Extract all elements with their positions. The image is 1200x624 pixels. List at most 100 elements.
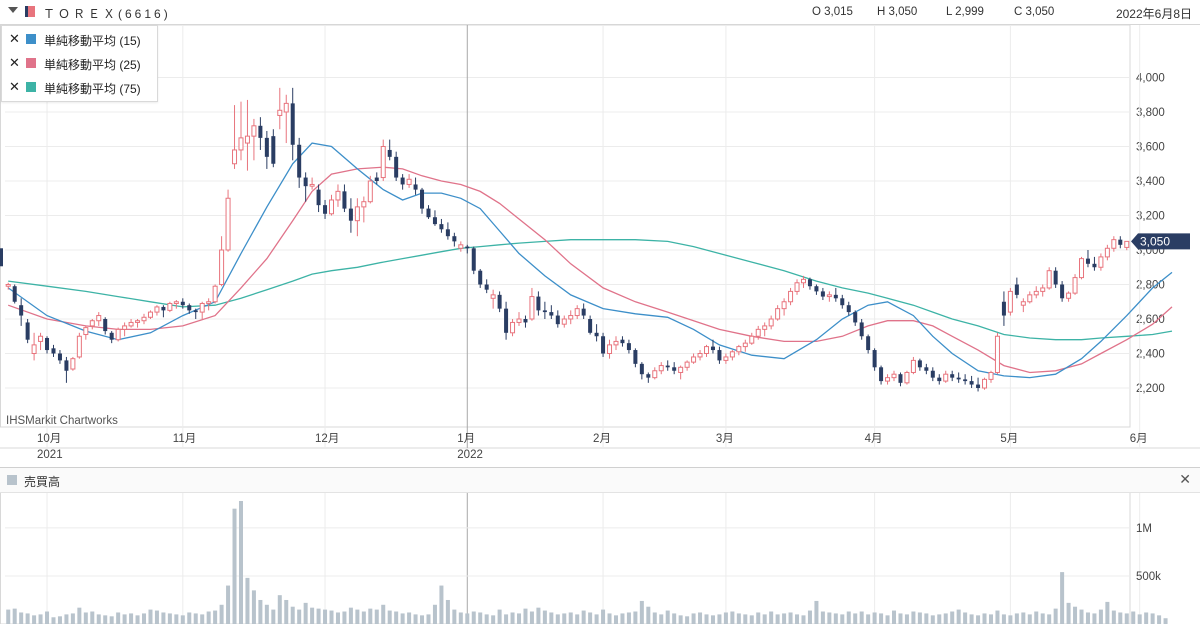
volume-bar xyxy=(329,610,334,624)
candle-body xyxy=(723,356,729,361)
candle-body xyxy=(885,377,891,382)
volume-bar xyxy=(193,613,198,624)
candle-up xyxy=(1124,240,1130,251)
candle-body xyxy=(542,310,547,313)
candle-body xyxy=(323,205,328,214)
candle-body xyxy=(445,229,450,237)
candle-body xyxy=(490,294,496,299)
close-volume-icon[interactable]: ✕ xyxy=(1179,471,1191,487)
candle-down xyxy=(555,310,560,328)
month-tick-label: 1月 xyxy=(457,433,475,445)
ma25-label: 単純移動平均 (25) xyxy=(44,58,141,72)
candle-down xyxy=(258,117,263,150)
candle-body xyxy=(678,366,684,373)
volume-bar xyxy=(549,612,554,624)
volume-bar xyxy=(872,612,877,624)
candle-up xyxy=(1027,291,1033,304)
candle-body xyxy=(1040,287,1046,292)
volume-axis-labels: 500k 1M xyxy=(1136,523,1161,583)
candle-up xyxy=(1020,298,1026,313)
candle-body xyxy=(199,302,205,313)
candle-up xyxy=(755,325,761,340)
volume-bar xyxy=(1066,602,1071,624)
candle-body xyxy=(976,384,981,388)
candle-up xyxy=(354,198,360,237)
candle-body xyxy=(684,361,690,368)
chart-header-bar: ＴＯＲＥＸ(6616) O 3,015 H 3,050 L 2,999 C 3,… xyxy=(0,0,1200,25)
volume-bar xyxy=(866,614,871,624)
candle-up xyxy=(781,298,787,316)
candle-body xyxy=(478,270,483,285)
volume-bar xyxy=(297,609,302,624)
volume-bar xyxy=(187,612,192,624)
candle-body xyxy=(594,332,599,337)
candle-body xyxy=(1027,294,1033,303)
candle-body xyxy=(413,184,418,190)
candle-body xyxy=(303,177,308,187)
candle-down xyxy=(187,303,192,314)
candle-up xyxy=(225,189,231,252)
candle-body xyxy=(807,279,812,287)
remove-ma15-icon[interactable]: ✕ xyxy=(9,31,20,46)
candle-down xyxy=(820,287,825,301)
candle-body xyxy=(128,321,134,327)
volume-bar xyxy=(77,607,82,624)
candle-body xyxy=(329,199,335,215)
volume-panel-header: 売買高 ✕ xyxy=(0,467,1200,493)
volume-bar xyxy=(167,613,172,624)
volume-bar xyxy=(232,508,237,624)
candle-body xyxy=(335,190,341,201)
volume-bar xyxy=(116,612,121,624)
candle-down xyxy=(626,339,631,354)
volume-bar xyxy=(180,615,185,624)
candle-up xyxy=(613,336,619,351)
candle-body xyxy=(420,189,425,209)
remove-ma75-icon[interactable]: ✕ xyxy=(9,79,20,94)
candle-up xyxy=(135,319,141,328)
high-value: H 3,050 xyxy=(877,6,918,18)
candle-up xyxy=(510,319,516,337)
candle-up xyxy=(76,332,82,359)
volume-bar xyxy=(859,611,864,624)
candle-body xyxy=(367,180,373,203)
candle-body xyxy=(736,346,742,353)
volume-bar xyxy=(963,612,968,624)
volume-bar xyxy=(471,611,476,624)
candle-down xyxy=(924,363,929,375)
volume-bar xyxy=(258,599,263,624)
volume-bar xyxy=(25,613,30,624)
candle-body xyxy=(697,353,703,358)
volume-bar xyxy=(1073,606,1078,624)
candle-down xyxy=(710,339,715,354)
candle-up xyxy=(122,322,128,337)
volume-bar xyxy=(917,612,922,624)
volume-gridlines xyxy=(5,527,1130,577)
candle-down xyxy=(866,334,871,354)
candle-body xyxy=(1079,258,1085,279)
candle-body xyxy=(5,284,11,287)
candle-down xyxy=(504,301,509,340)
candle-body xyxy=(225,197,231,251)
remove-ma25-icon[interactable]: ✕ xyxy=(9,55,20,70)
volume-bar xyxy=(387,610,392,624)
candle-body xyxy=(717,350,722,361)
candle-up xyxy=(749,332,755,345)
candle-body xyxy=(380,146,386,179)
candle-body xyxy=(1053,270,1058,285)
volume-bar xyxy=(607,613,612,624)
candle-down xyxy=(594,324,599,342)
candle-up xyxy=(277,87,283,130)
volume-bar xyxy=(517,613,522,624)
candle-body xyxy=(83,327,89,336)
volume-bar xyxy=(1163,618,1168,624)
volume-bar xyxy=(381,604,386,624)
candle-body xyxy=(193,310,198,313)
dropdown-caret-icon[interactable] xyxy=(8,7,18,13)
volume-bar xyxy=(135,615,140,624)
volume-bar xyxy=(504,614,509,624)
volume-swatch xyxy=(7,475,17,485)
candle-down xyxy=(879,365,884,385)
candle-down xyxy=(872,348,877,371)
volume-bar xyxy=(762,614,767,624)
